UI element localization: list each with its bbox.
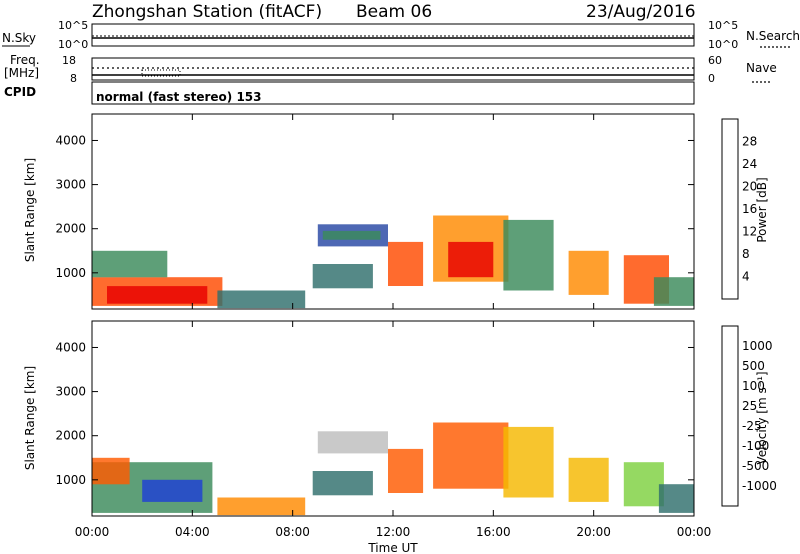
x-axis: 00:00 04:00 08:00 12:00 16:00 20:00 00:00	[75, 114, 712, 539]
x-tick-label: 12:00	[376, 525, 411, 539]
velocity-region-6	[433, 422, 509, 489]
velocity-colorbar-frame	[721, 325, 739, 507]
x-tick-label: 00:00	[677, 525, 712, 539]
velocity-region-11	[217, 497, 306, 516]
velocity-colorbar-tick: -100	[742, 439, 769, 453]
velocity-y-ticks: 1000 2000 3000 4000	[55, 340, 694, 487]
power-colorbar-tick: 12	[742, 225, 757, 239]
cpid-label: CPID	[4, 85, 36, 99]
velocity-colorbar-label: Velocity [m s⁻¹]	[755, 371, 769, 464]
date-label: 23/Aug/2016	[586, 2, 696, 22]
power-region-6	[388, 241, 424, 286]
velocity-colorbar-tick: 500	[742, 359, 765, 373]
velocity-panel: 1000 2000 3000 4000 Slant Range [km] 1000 50…	[23, 320, 777, 517]
power-region-2	[92, 250, 168, 278]
velocity-region-2	[92, 457, 130, 485]
power-ytick-label: 1000	[55, 266, 86, 280]
velocity-colorbar-tick: 1000	[742, 339, 773, 353]
power-region-9	[503, 219, 554, 291]
power-panel: 1000 2000 3000 4000 Slant Range [km] 4 8 12 16…	[23, 113, 769, 310]
velocity-ytick-label: 1000	[55, 473, 86, 487]
velocity-colorbar-tick: -25	[742, 419, 762, 433]
power-ytick-label: 3000	[55, 178, 86, 192]
power-region-1	[107, 286, 208, 304]
x-tick-label: 08:00	[275, 525, 310, 539]
cpid-panel: CPID normal (fast stereo) 153	[4, 81, 695, 105]
velocity-colorbar: 1000 500 100 25 -25 -100 -500 -1000	[721, 325, 777, 507]
power-colorbar-label: Power [dB]	[755, 177, 769, 242]
power-colorbar-tick: 28	[742, 135, 757, 149]
power-colorbar-tick: 24	[742, 157, 757, 171]
power-colorbar-tick: 4	[742, 270, 750, 284]
velocity-colorbar-tick: -1000	[742, 479, 777, 493]
freq-tick-bottom: 8	[70, 72, 77, 85]
x-axis-label: Time UT	[367, 541, 418, 554]
velocity-region-4	[312, 471, 373, 496]
power-region-12	[653, 277, 694, 306]
beam-label: Beam 06	[356, 2, 432, 22]
power-colorbar: 4 8 12 16 20 24 28	[721, 118, 757, 300]
power-region-13	[217, 290, 306, 309]
noise-search-label: N.Search	[746, 29, 800, 43]
power-colorbar-tick: 8	[742, 247, 750, 261]
velocity-ylabel: Slant Range [km]	[23, 366, 37, 470]
velocity-colorbar-tick: 25	[742, 399, 757, 413]
power-ytick-label: 2000	[55, 222, 86, 236]
velocity-ytick-label: 2000	[55, 429, 86, 443]
frequency-scatter	[141, 69, 181, 77]
noise-right-tick-bottom: 10^0	[708, 38, 738, 51]
velocity-region-3	[317, 431, 388, 454]
cpid-text: normal (fast stereo) 153	[96, 90, 262, 104]
velocity-region-9	[623, 462, 664, 507]
x-tick-label: 20:00	[576, 525, 611, 539]
noise-panel: N.Sky 10^5 10^0 10^5 10^0 N.Search	[2, 19, 800, 51]
nave-tick-bottom: 0	[708, 72, 715, 85]
freq-label-line2: [MHz]	[4, 66, 39, 80]
velocity-ytick-label: 3000	[55, 385, 86, 399]
velocity-marks	[92, 422, 694, 516]
freq-label-line1: Freq.	[10, 53, 40, 67]
noise-sky-label: N.Sky	[2, 31, 36, 45]
noise-tick-bottom: 10^0	[58, 38, 88, 51]
power-ytick-label: 4000	[55, 133, 86, 147]
power-region-5	[312, 264, 373, 289]
velocity-region-8	[568, 457, 609, 502]
power-y-ticks: 1000 2000 3000 4000	[55, 133, 694, 280]
x-tick-label: 16:00	[476, 525, 511, 539]
x-tick-label: 04:00	[175, 525, 210, 539]
nave-tick-top: 60	[708, 54, 722, 67]
velocity-colorbar-tick: -500	[742, 459, 769, 473]
power-marks	[92, 215, 694, 309]
power-region-10	[568, 250, 609, 295]
power-ylabel: Slant Range [km]	[23, 158, 37, 262]
nave-label: Nave	[746, 61, 777, 75]
velocity-colorbar-tick: 100	[742, 379, 765, 393]
velocity-region-7	[503, 426, 554, 498]
station-title: Zhongshan Station (fitACF)	[92, 2, 322, 22]
power-colorbar-frame	[721, 118, 739, 300]
x-tick-label: 00:00	[75, 525, 110, 539]
frequency-panel: Freq. [MHz] 18 8 60 0 Nave	[4, 53, 777, 85]
velocity-region-10	[658, 484, 694, 513]
freq-tick-top: 18	[62, 54, 76, 67]
power-colorbar-tick: 20	[742, 180, 757, 194]
power-region-8	[448, 241, 494, 278]
velocity-region-5	[388, 448, 424, 493]
power-colorbar-tick: 16	[742, 202, 757, 216]
noise-right-tick-top: 10^5	[708, 19, 738, 32]
velocity-region-1	[142, 479, 203, 502]
power-region-4	[322, 230, 381, 240]
velocity-ytick-label: 4000	[55, 340, 86, 354]
noise-tick-top: 10^5	[58, 19, 88, 32]
